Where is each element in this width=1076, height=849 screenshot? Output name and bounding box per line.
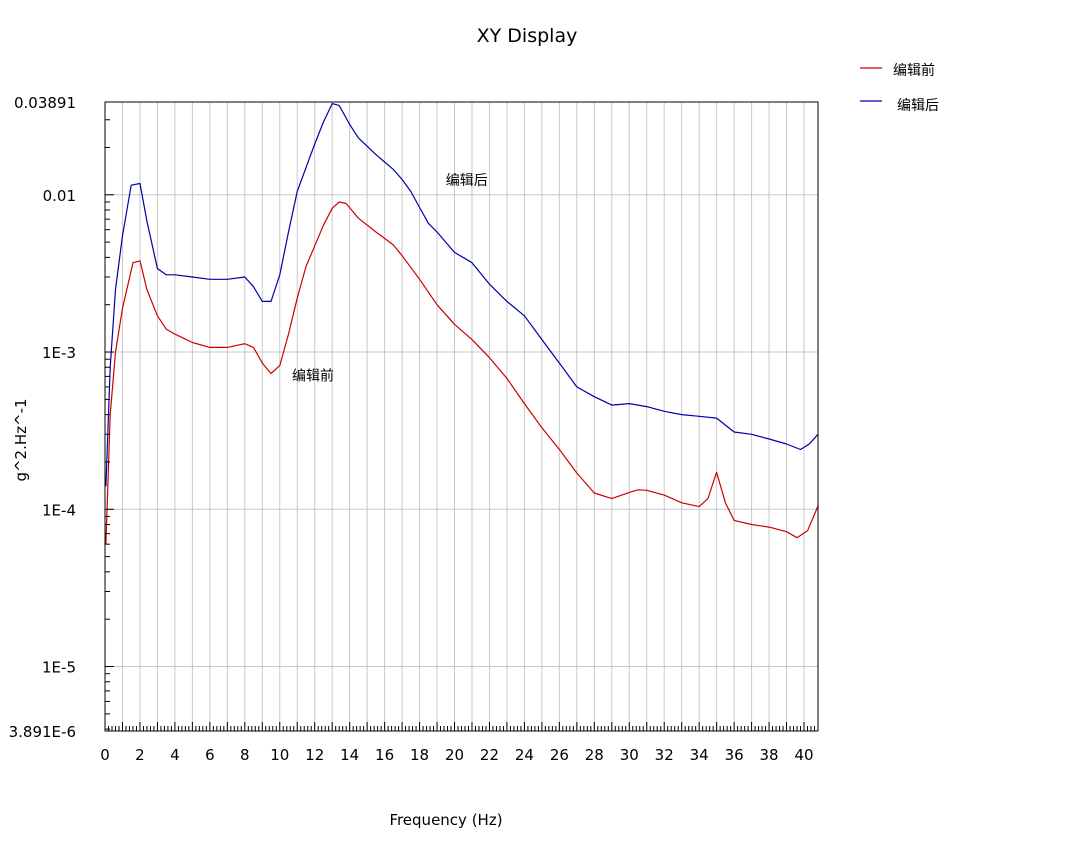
y-axis: 0.03891 0.01 1E-3 1E-4 1E-5 3.891E-6 <box>9 94 114 741</box>
x-tick-label: 18 <box>410 746 429 764</box>
x-tick-label: 20 <box>445 746 464 764</box>
x-tick-label: 12 <box>305 746 324 764</box>
x-tick-label: 30 <box>620 746 639 764</box>
x-tick-label: 40 <box>794 746 813 764</box>
x-axis: 0 2 4 6 8 10 12 14 16 18 20 22 24 26 28 30 32 34 36 38 40 <box>100 722 819 764</box>
legend: 编辑前 编辑后 <box>860 62 939 114</box>
y-tick-label: 1E-3 <box>42 344 76 362</box>
x-tick-label: 36 <box>725 746 744 764</box>
x-tick-label: 2 <box>135 746 145 764</box>
x-tick-label: 14 <box>340 746 359 764</box>
x-tick-label: 34 <box>690 746 709 764</box>
y-tick-label: 3.891E-6 <box>9 723 76 741</box>
x-tick-label: 10 <box>270 746 289 764</box>
series-line-0 <box>105 201 819 545</box>
series-layer <box>105 102 819 545</box>
x-tick-label: 4 <box>170 746 180 764</box>
x-tick-label: 32 <box>655 746 674 764</box>
x-tick-label: 16 <box>375 746 394 764</box>
series-annotation: 编辑前 <box>292 367 334 384</box>
legend-label-after: 编辑后 <box>897 98 939 114</box>
y-tick-label: 0.01 <box>43 187 76 205</box>
chart-title: XY Display <box>477 25 578 47</box>
x-tick-label: 26 <box>550 746 569 764</box>
x-tick-label: 0 <box>100 746 110 764</box>
y-tick-label: 0.03891 <box>14 94 76 112</box>
x-tick-label: 24 <box>515 746 534 764</box>
y-tick-label: 1E-5 <box>42 659 76 677</box>
legend-label-before: 编辑前 <box>893 62 935 79</box>
x-tick-label: 28 <box>585 746 604 764</box>
x-tick-label: 22 <box>480 746 499 764</box>
x-tick-label: 6 <box>205 746 215 764</box>
grid <box>105 102 818 731</box>
x-tick-label: 8 <box>240 746 250 764</box>
x-axis-label: Frequency (Hz) <box>389 811 502 829</box>
y-tick-label: 1E-4 <box>42 501 76 519</box>
y-axis-label: g^2.Hz^-1 <box>12 398 30 481</box>
plot-frame <box>104 101 819 732</box>
series-line-1 <box>105 102 819 487</box>
series-annotation: 编辑后 <box>446 173 488 189</box>
x-tick-label: 38 <box>760 746 779 764</box>
